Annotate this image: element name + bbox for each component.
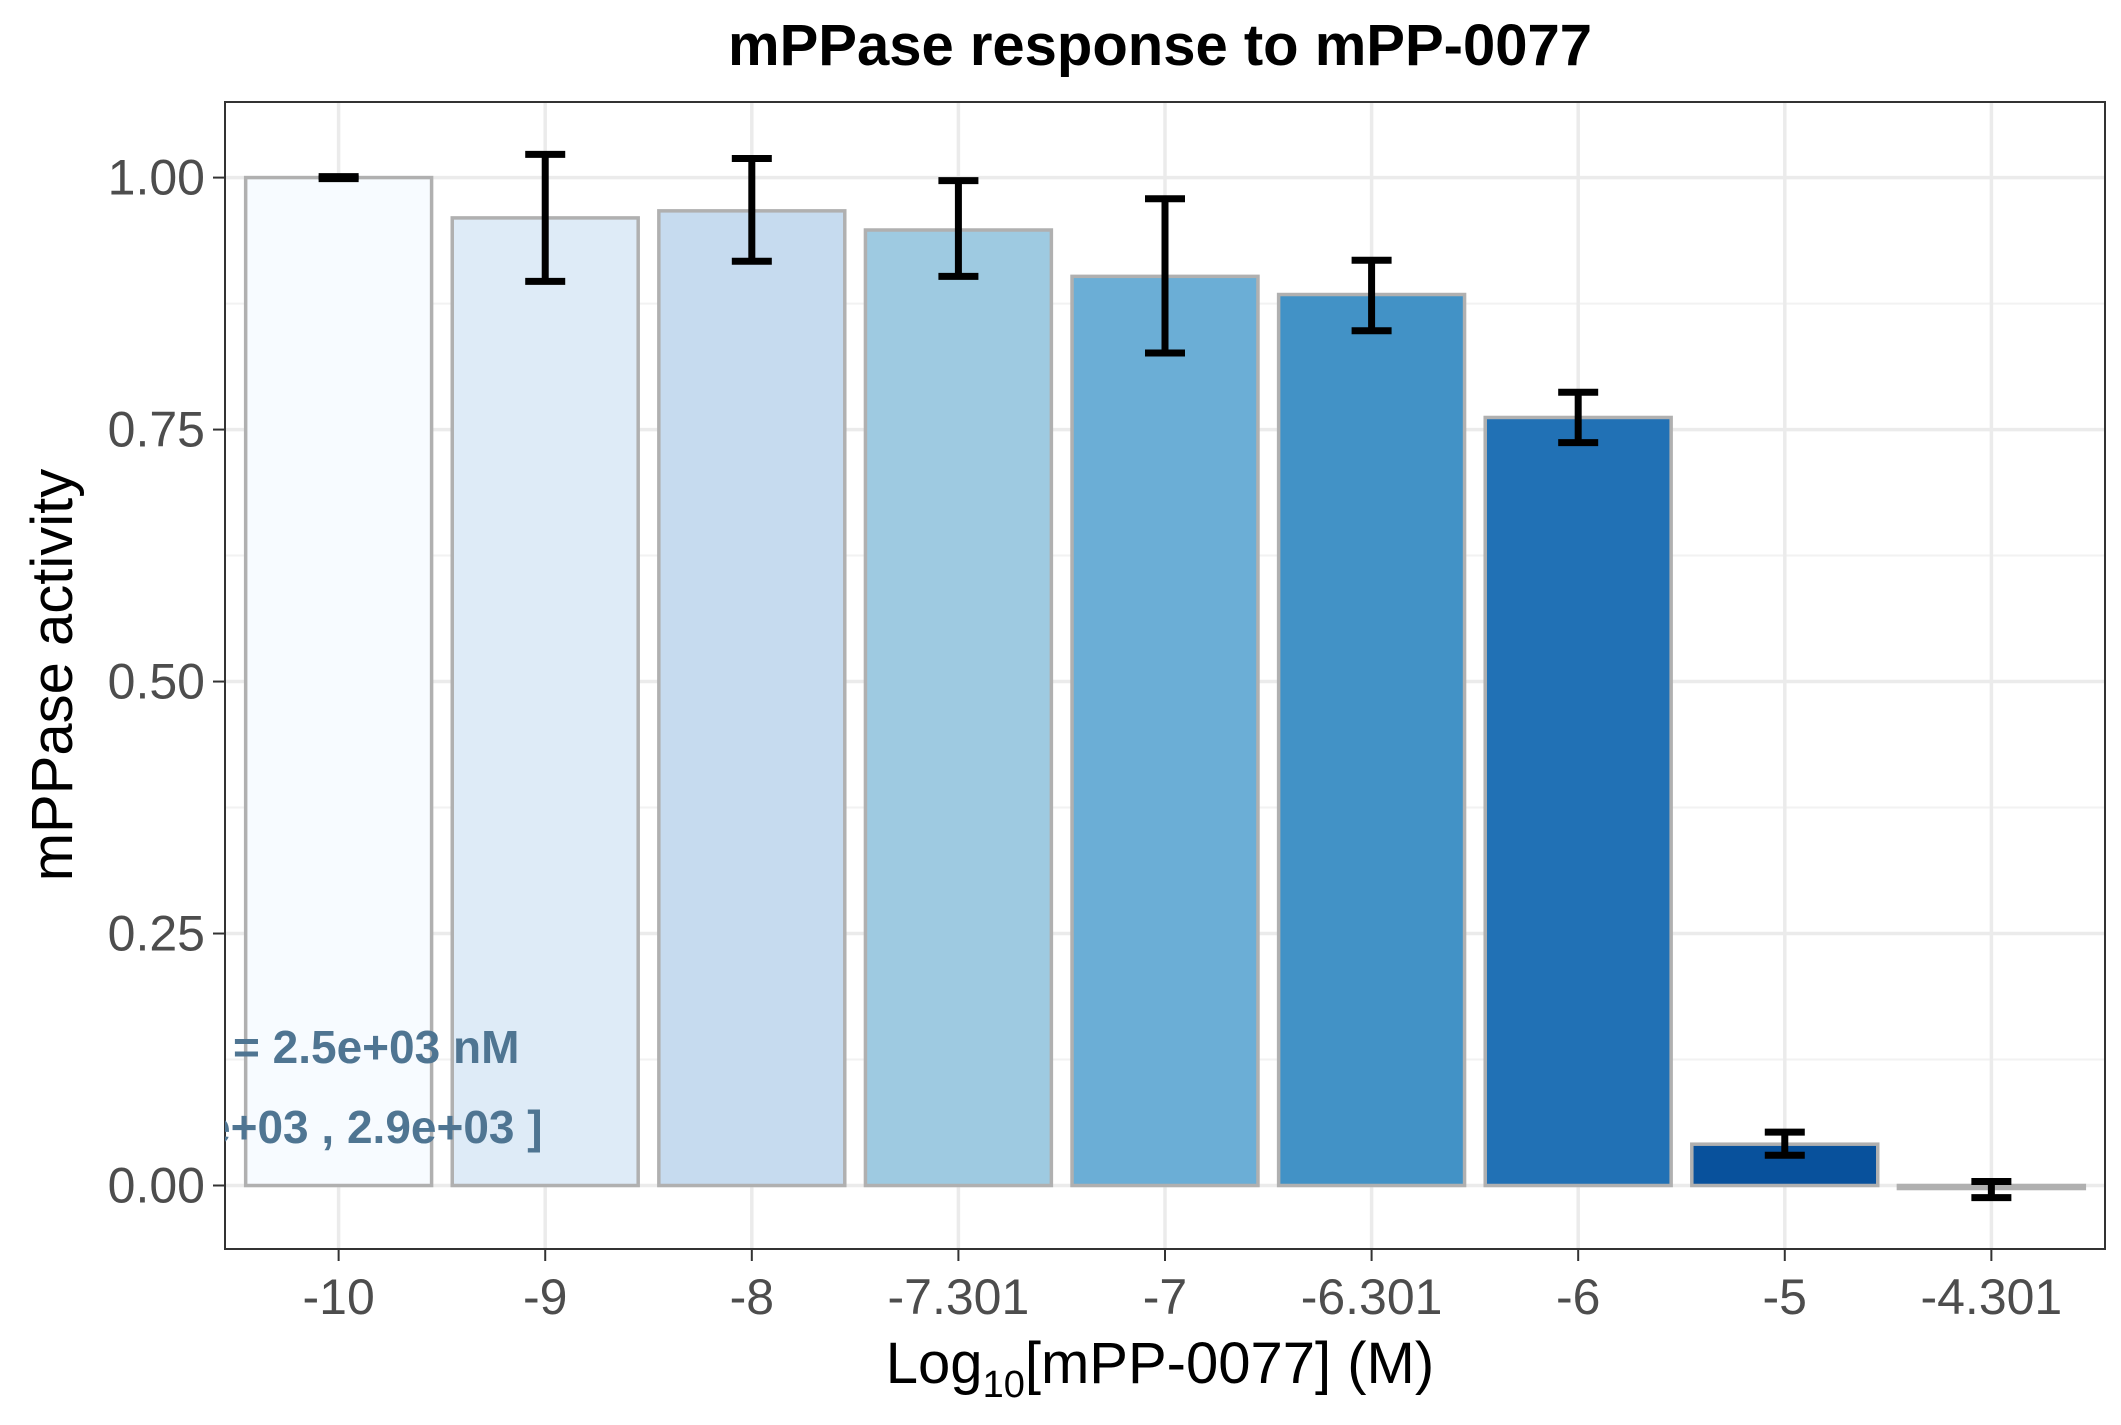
y-tick-label: 0.50 (108, 654, 205, 710)
bar (1070, 274, 1260, 1188)
x-tick-label: -7.301 (888, 1269, 1030, 1325)
annotation-confidence-interval: e+03 , 2.9e+03 ] (205, 1101, 543, 1153)
x-tick-label: -5 (1763, 1269, 1807, 1325)
x-tick-label: -6 (1556, 1269, 1600, 1325)
x-axis-title-prefix: Log (886, 1331, 983, 1396)
error-bar (731, 154, 772, 265)
x-axis: -10 -9 -8 -7.301 -7 -6.301 -6 -5 -4.301 (302, 1249, 2062, 1325)
x-tick-label: -9 (523, 1269, 567, 1325)
y-tick-label: 1.00 (108, 150, 205, 206)
error-bar (1971, 1177, 2012, 1202)
bar (863, 228, 1054, 1188)
error-bar (525, 150, 566, 285)
x-tick-label: -8 (730, 1269, 774, 1325)
bar (657, 209, 847, 1188)
x-tick-label: -7 (1143, 1269, 1187, 1325)
error-bar (1764, 1128, 1805, 1159)
x-axis-title: Log10[mPP-0077] (M) (886, 1331, 1434, 1406)
x-axis-title-subscript: 10 (983, 1364, 1025, 1406)
bars (243, 175, 2087, 1191)
x-tick-label: -10 (302, 1269, 374, 1325)
y-tick-label: 0.00 (108, 1158, 205, 1214)
bar (243, 175, 434, 1188)
bar (1483, 415, 1673, 1188)
error-bar (318, 173, 359, 183)
bar (450, 216, 640, 1188)
y-axis: 0.00 0.25 0.50 0.75 1.00 (108, 150, 225, 1214)
y-tick-label: 0.25 (108, 906, 205, 962)
x-axis-title-suffix: [mPP-0077] (M) (1025, 1331, 1434, 1396)
error-bar (938, 177, 979, 280)
error-bar (1351, 256, 1392, 335)
y-axis-title: mPPase activity (20, 469, 85, 882)
annotation-ic50: = 2.5e+03 nM (233, 1021, 519, 1073)
error-bar (1558, 388, 1599, 447)
y-tick-label: 0.75 (108, 402, 205, 458)
bar (1276, 292, 1467, 1188)
x-tick-label: -4.301 (1920, 1269, 2062, 1325)
error-bar (1145, 195, 1185, 357)
x-tick-label: -6.301 (1301, 1269, 1443, 1325)
chart-title: mPPase response to mPP-0077 (728, 13, 1592, 78)
error-bars (318, 150, 2012, 1202)
